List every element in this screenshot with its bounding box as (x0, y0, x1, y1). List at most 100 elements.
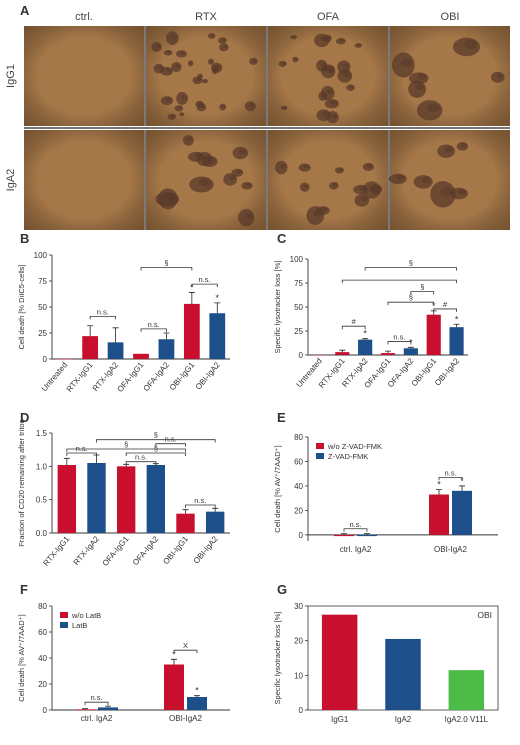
cell-cluster (401, 58, 413, 67)
micrograph-grid (24, 26, 510, 230)
significance-star: * (455, 314, 459, 324)
column-label-3: OBI (441, 11, 460, 23)
error-bar (339, 349, 346, 353)
significance-star: * (432, 301, 436, 311)
cell-cluster (303, 184, 309, 188)
significance-bracket (173, 649, 198, 654)
significance-star: * (460, 476, 464, 486)
y-tick-label: 50 (38, 303, 47, 312)
panel-label-f: F (20, 582, 28, 597)
bar-LatB-OBI-IgA2 (187, 697, 207, 710)
bar-w/o LatB-OBI-IgA2 (164, 664, 184, 710)
y-tick-label: 100 (34, 251, 48, 260)
panel-label-g: G (277, 582, 287, 597)
significance-label: n.s. (199, 275, 211, 284)
x-tick-label: ctrl. IgA2 (81, 714, 113, 723)
y-tick-label: 0 (43, 706, 48, 715)
cell-cluster (283, 106, 287, 109)
significance-bracket (155, 443, 186, 447)
y-tick-label: 0 (299, 706, 304, 715)
bar-Untreated (56, 359, 73, 360)
y-tick-label: 25 (294, 327, 303, 336)
x-tick-label: RTX-IgG1 (41, 534, 71, 568)
y-tick-label: 20 (38, 680, 47, 689)
micrograph-IgG1-ctrl. (24, 26, 144, 126)
cell-cluster (374, 185, 381, 191)
bar-OBI-IgA2 (205, 511, 225, 533)
bar-OFA-IgG1 (116, 466, 136, 533)
error-bar (63, 457, 70, 465)
bar-w/o LatB-ctrl. IgA2 (75, 709, 95, 711)
cell-cluster (416, 72, 427, 80)
significance-bracket (96, 439, 216, 443)
significance-bracket (125, 452, 186, 456)
cell-cluster (367, 163, 373, 168)
column-label-2: OFA (317, 11, 340, 23)
x-tick-label: OFA-IgG1 (115, 360, 145, 394)
bar-Untreated (312, 355, 327, 356)
cell-cluster (331, 113, 338, 119)
cell-cluster (175, 64, 181, 68)
error-bar (87, 325, 94, 337)
significance-star: * (437, 480, 441, 490)
micrograph-IgA2-RTX (144, 130, 266, 230)
bar-w/o Z-VAD-FMK-OBI-IgA2 (429, 494, 449, 535)
bar-RTX-IgG1 (57, 465, 77, 533)
error-bar (385, 350, 391, 354)
cell-cluster (200, 104, 206, 109)
legend-label: w/o Z-VAD-FMK (327, 442, 382, 451)
cell-cluster (357, 43, 362, 47)
cell-cluster (196, 77, 202, 82)
x-tick-label: OFA-IgG1 (101, 534, 131, 568)
micrograph-IgA2-OFA (266, 130, 388, 230)
column-label-0: ctrl. (75, 11, 93, 23)
bar-RTX-IgA2 (107, 342, 124, 359)
legend-label: Z-VAD-FMK (328, 452, 368, 461)
significance-label: n.s. (194, 496, 206, 505)
micrograph-column-labels: ctrl. RTX OFA OBI (75, 11, 459, 23)
significance-label: § (124, 440, 128, 449)
error-bar (453, 323, 460, 328)
significance-bracket (341, 325, 366, 330)
bar-OBI-IgA2 (449, 327, 464, 355)
panel-label-a: A (20, 3, 30, 18)
y-tick-label: 0 (43, 355, 48, 364)
x-tick-label: OFA-IgA2 (131, 534, 161, 567)
cell-cluster (238, 148, 247, 155)
significance-star: * (190, 282, 194, 292)
cell-cluster (326, 89, 334, 95)
cell-cluster (415, 84, 425, 91)
cell-cluster (281, 61, 286, 65)
cell-cluster (167, 50, 172, 54)
x-tick-label: OFA-IgA2 (141, 360, 171, 393)
y-axis-label: Specific lysotracker loss [%] (273, 612, 282, 705)
significance-bracket (364, 267, 457, 271)
cell-cluster (204, 79, 208, 82)
micrograph-vignette (390, 130, 510, 230)
significance-label: § (420, 283, 424, 292)
cell-cluster (171, 34, 178, 40)
significance-label: n.s. (393, 333, 405, 342)
y-tick-label: 80 (38, 602, 47, 611)
significance-bracket (66, 448, 186, 452)
error-bar (341, 533, 347, 535)
cell-cluster (245, 182, 252, 187)
significance-bracket (140, 328, 167, 332)
cell-cluster (396, 174, 405, 181)
bar-OFA-IgA2 (146, 465, 166, 533)
x-tick-label: OBI-IgA2 (169, 714, 202, 723)
significance-label: # (443, 300, 448, 309)
y-axis-label: Cell death [% AV⁺/7AAD⁺] (17, 614, 26, 701)
bar-OFA-IgG1 (133, 353, 149, 359)
cell-cluster (199, 177, 212, 187)
significance-label: § (409, 259, 413, 268)
y-tick-label: 10 (294, 671, 303, 680)
significance-label: X (183, 641, 188, 650)
significance-bracket (84, 701, 109, 706)
cell-cluster (359, 185, 367, 191)
y-tick-label: 0 (299, 531, 304, 540)
column-label-1: RTX (195, 11, 217, 23)
significance-label: n.s. (97, 307, 109, 316)
bar-OFA-IgA2 (403, 348, 418, 355)
cell-cluster (244, 213, 253, 219)
